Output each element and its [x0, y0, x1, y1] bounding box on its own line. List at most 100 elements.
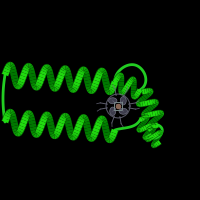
Polygon shape	[97, 117, 103, 123]
Polygon shape	[118, 75, 124, 78]
Polygon shape	[152, 124, 154, 129]
Polygon shape	[96, 119, 103, 124]
Polygon shape	[47, 77, 55, 82]
Polygon shape	[145, 135, 147, 140]
Polygon shape	[154, 143, 156, 148]
Polygon shape	[54, 83, 61, 88]
Polygon shape	[147, 112, 151, 118]
Polygon shape	[83, 76, 91, 81]
Polygon shape	[102, 125, 109, 130]
Polygon shape	[151, 123, 154, 129]
Polygon shape	[22, 67, 30, 72]
Polygon shape	[82, 116, 89, 121]
Polygon shape	[131, 88, 137, 91]
Polygon shape	[41, 115, 48, 120]
Polygon shape	[119, 90, 124, 95]
Polygon shape	[63, 65, 69, 72]
Polygon shape	[11, 122, 18, 127]
Polygon shape	[104, 86, 111, 91]
Polygon shape	[151, 144, 156, 147]
Polygon shape	[105, 136, 112, 141]
Polygon shape	[144, 100, 148, 106]
Polygon shape	[129, 77, 134, 82]
Polygon shape	[155, 114, 161, 120]
Polygon shape	[9, 66, 16, 71]
Polygon shape	[83, 73, 90, 78]
Polygon shape	[106, 88, 112, 95]
Polygon shape	[118, 73, 124, 78]
Polygon shape	[137, 127, 142, 130]
Polygon shape	[20, 72, 28, 77]
Polygon shape	[131, 79, 137, 82]
Polygon shape	[152, 125, 157, 128]
Polygon shape	[4, 112, 11, 118]
Polygon shape	[27, 110, 32, 117]
Polygon shape	[143, 125, 147, 131]
Polygon shape	[46, 71, 54, 76]
Polygon shape	[8, 64, 15, 69]
Ellipse shape	[110, 107, 116, 115]
Polygon shape	[118, 81, 124, 84]
Polygon shape	[10, 72, 18, 76]
Polygon shape	[60, 67, 67, 72]
Polygon shape	[121, 90, 126, 95]
Polygon shape	[159, 130, 162, 135]
Polygon shape	[91, 83, 99, 88]
Polygon shape	[93, 77, 101, 82]
Polygon shape	[151, 143, 156, 145]
Polygon shape	[151, 122, 153, 127]
Polygon shape	[72, 133, 76, 140]
Polygon shape	[117, 73, 121, 78]
Polygon shape	[143, 110, 148, 115]
Polygon shape	[45, 116, 53, 120]
Polygon shape	[68, 86, 75, 91]
Polygon shape	[96, 71, 103, 76]
Polygon shape	[17, 81, 24, 86]
Polygon shape	[24, 64, 30, 70]
Polygon shape	[157, 113, 162, 118]
Polygon shape	[118, 86, 124, 89]
Polygon shape	[90, 135, 95, 142]
Polygon shape	[15, 82, 20, 89]
Polygon shape	[148, 126, 154, 131]
Polygon shape	[100, 72, 108, 76]
Polygon shape	[8, 111, 15, 116]
Polygon shape	[66, 129, 74, 134]
Polygon shape	[151, 122, 155, 127]
Polygon shape	[155, 141, 160, 146]
Polygon shape	[36, 79, 44, 84]
Polygon shape	[72, 133, 78, 139]
Polygon shape	[146, 137, 149, 142]
Polygon shape	[159, 110, 164, 116]
Polygon shape	[149, 123, 152, 129]
Polygon shape	[138, 124, 144, 129]
Polygon shape	[154, 132, 159, 137]
Polygon shape	[37, 76, 45, 82]
Polygon shape	[158, 131, 163, 134]
Polygon shape	[137, 128, 141, 133]
Polygon shape	[141, 89, 145, 95]
Polygon shape	[118, 89, 124, 91]
Polygon shape	[31, 129, 38, 134]
Polygon shape	[145, 138, 150, 141]
Polygon shape	[85, 130, 92, 135]
Polygon shape	[80, 66, 85, 73]
Polygon shape	[108, 136, 113, 143]
Polygon shape	[35, 83, 41, 89]
Polygon shape	[138, 99, 143, 104]
Polygon shape	[18, 125, 25, 130]
Polygon shape	[7, 109, 12, 116]
Polygon shape	[9, 69, 17, 73]
Polygon shape	[77, 118, 85, 123]
Polygon shape	[103, 132, 111, 136]
Polygon shape	[131, 93, 136, 95]
Polygon shape	[53, 85, 58, 92]
Polygon shape	[80, 114, 85, 121]
Polygon shape	[90, 85, 98, 90]
Polygon shape	[17, 82, 21, 89]
Polygon shape	[9, 116, 17, 120]
Polygon shape	[54, 130, 61, 136]
Polygon shape	[143, 136, 147, 139]
Polygon shape	[36, 126, 44, 132]
Polygon shape	[19, 122, 27, 128]
